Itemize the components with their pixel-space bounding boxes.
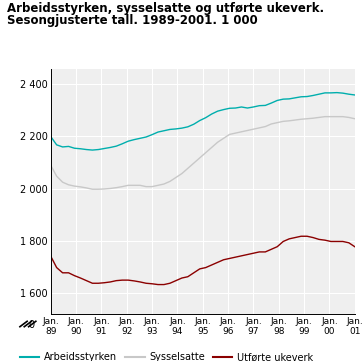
Text: 0: 0 [28, 320, 34, 330]
Text: Sesongjusterte tall. 1989-2001. 1 000: Sesongjusterte tall. 1989-2001. 1 000 [7, 14, 258, 27]
Legend: Arbeidsstyrken, Sysselsatte, Utførte ukeverk: Arbeidsstyrken, Sysselsatte, Utførte uke… [16, 348, 317, 361]
Text: Arbeidsstyrken, sysselsatte og utførte ukeverk.: Arbeidsstyrken, sysselsatte og utførte u… [7, 2, 324, 15]
